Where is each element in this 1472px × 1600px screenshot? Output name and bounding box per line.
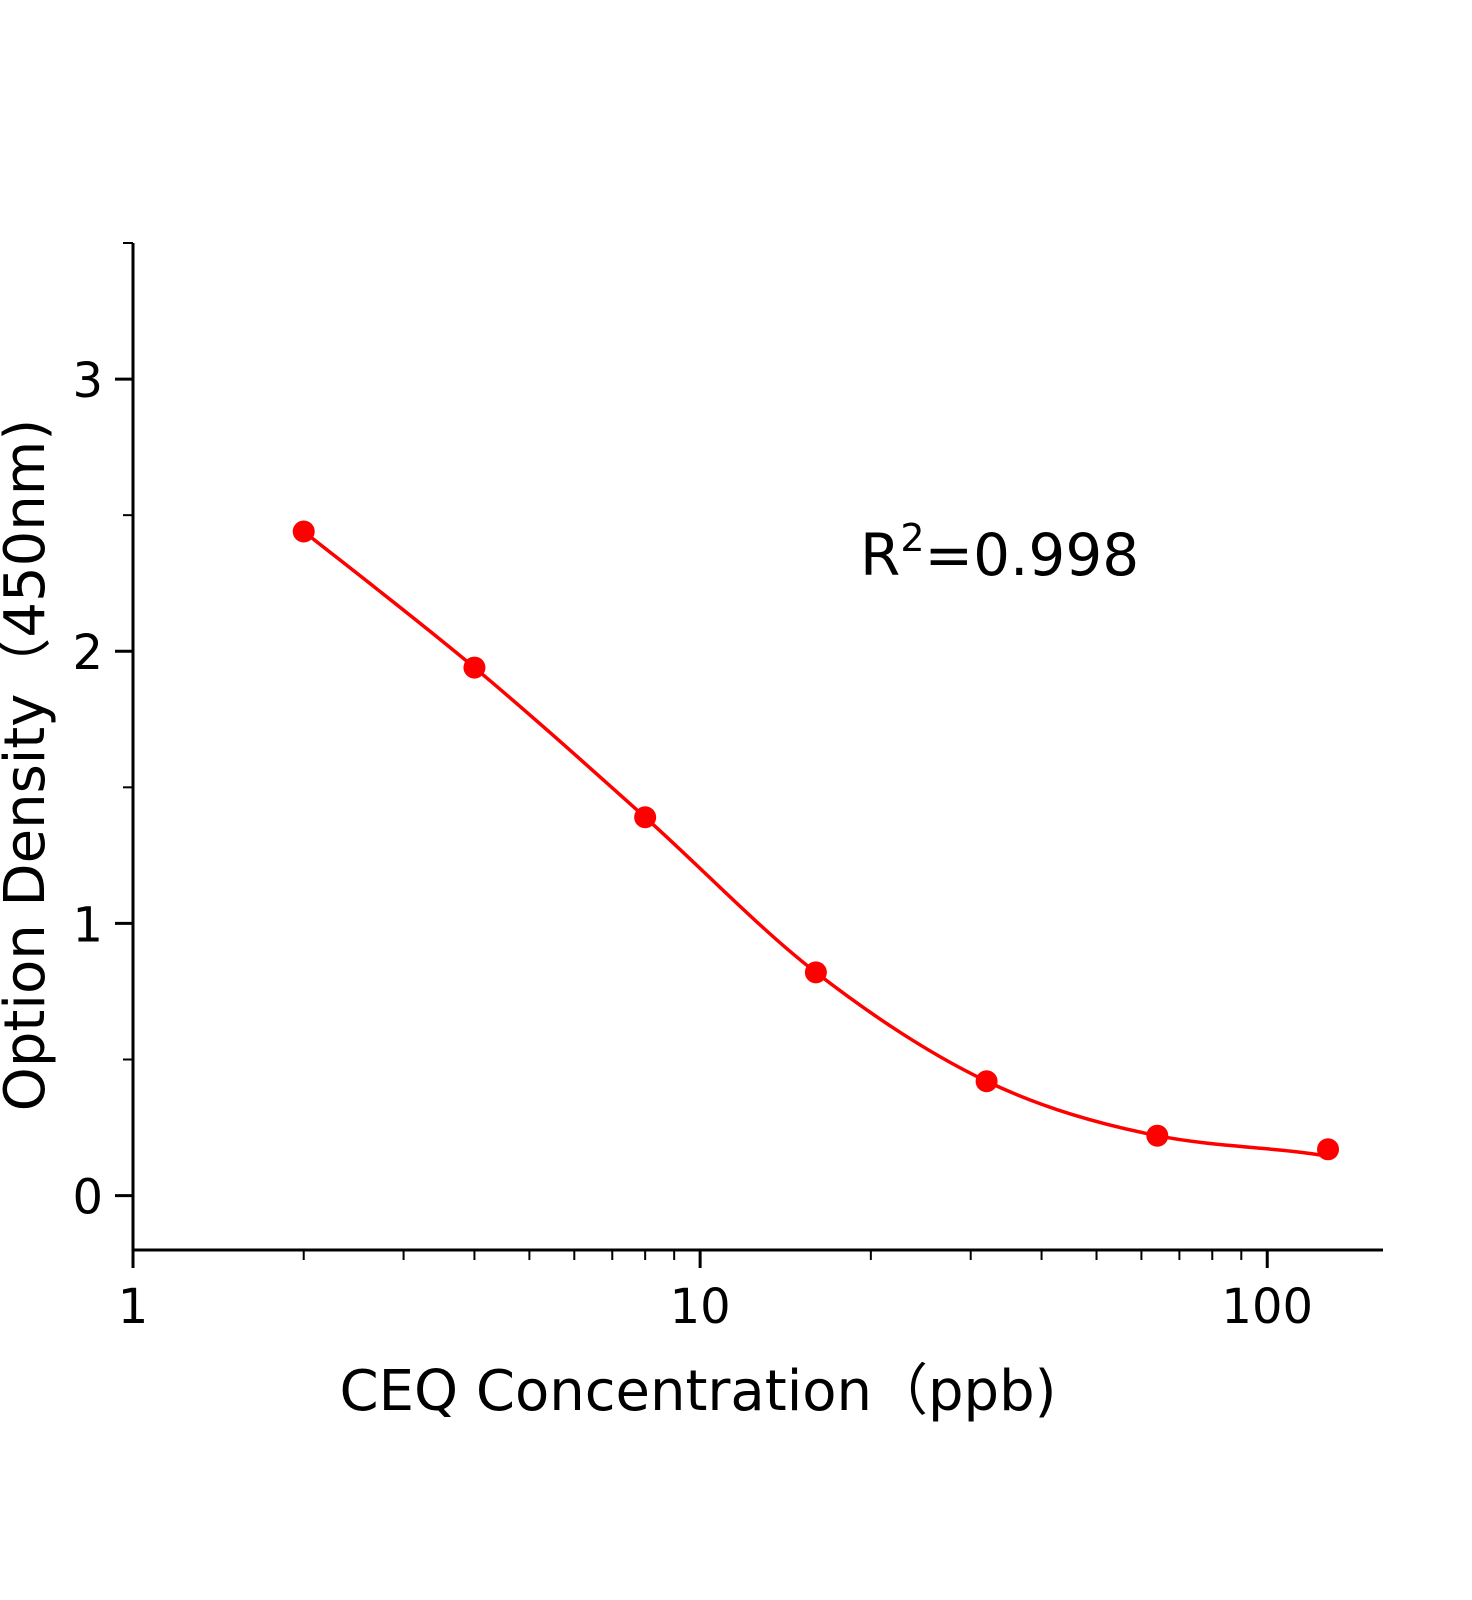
data-point: [804, 961, 827, 984]
marks: [292, 520, 1340, 1161]
x-tick-label: 100: [1221, 1279, 1313, 1335]
data-point: [292, 520, 315, 543]
data-point: [975, 1070, 998, 1093]
data-point: [1317, 1138, 1340, 1161]
y-tick-label: 1: [72, 897, 103, 953]
x-tick-label: 10: [670, 1279, 731, 1335]
x-axis-label: CEQ Concentration（ppb): [339, 1359, 1056, 1424]
x-tick-label: 1: [118, 1279, 149, 1335]
data-point: [634, 806, 657, 829]
y-tick-label: 2: [72, 625, 103, 681]
axes: [131, 243, 1383, 1252]
fit-curve: [302, 530, 1329, 1159]
r-squared-annotation: R2=0.998: [860, 516, 1139, 589]
y-axis-label: Option Density（450nm): [0, 419, 58, 1111]
y-tick-label: 3: [72, 353, 103, 409]
y-tick-label: 0: [72, 1170, 103, 1226]
data-point: [463, 656, 486, 679]
data-point: [1146, 1124, 1169, 1147]
